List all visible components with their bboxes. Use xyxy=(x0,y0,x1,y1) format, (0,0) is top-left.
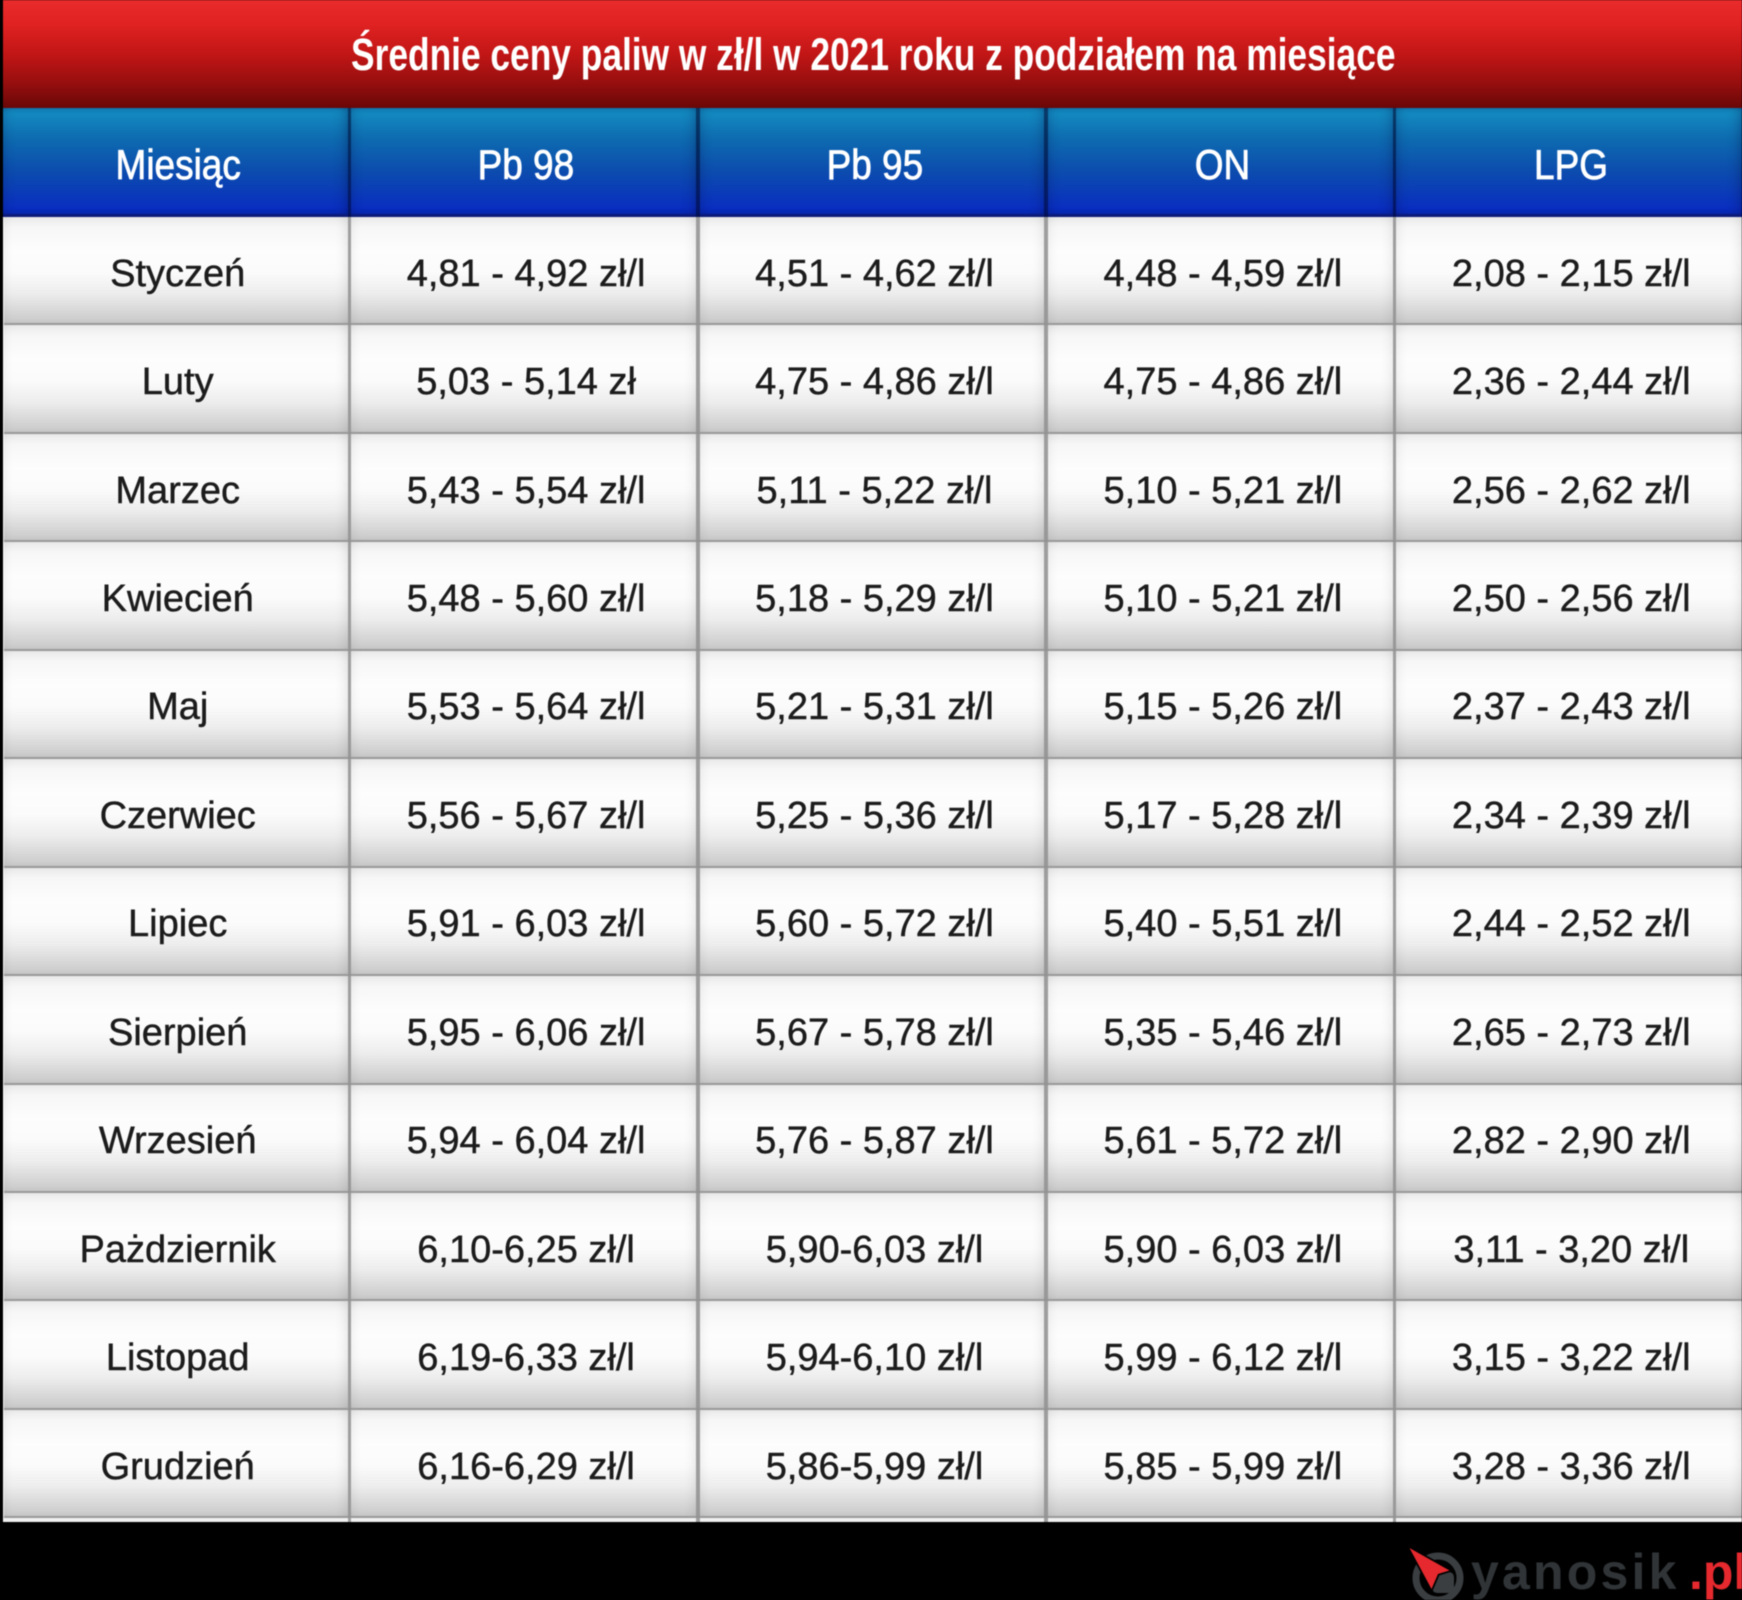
svg-text:.pl: .pl xyxy=(1689,1544,1742,1600)
svg-text:yanosik: yanosik xyxy=(1471,1544,1680,1600)
